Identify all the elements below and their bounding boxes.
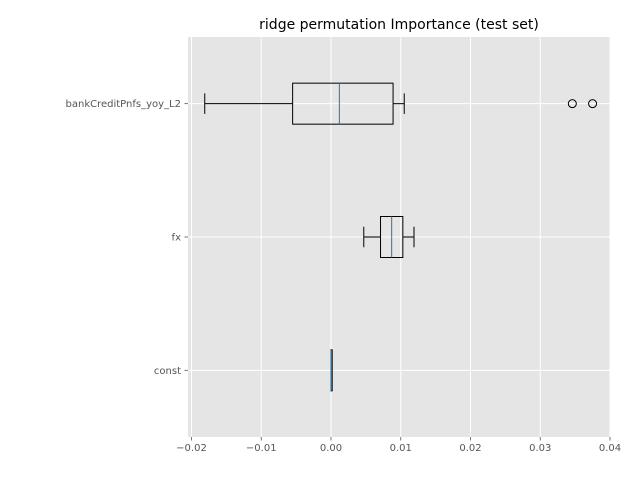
axis-layer: −0.02 −0.01 0.00 0.01 0.02 0.03 0.04 bankCredit… (66, 99, 622, 454)
x-tick-label: 0.03 (529, 443, 551, 454)
x-tick-label: −0.01 (246, 443, 277, 454)
box-2 (363, 216, 415, 258)
outlier-point (567, 99, 577, 109)
outlier-point (588, 99, 598, 109)
y-tick-label: fx (172, 233, 182, 244)
box-layer (204, 82, 598, 392)
x-tick-label: −0.02 (176, 443, 207, 454)
y-tick-label: const (154, 366, 181, 377)
chart-title: ridge permutation Importance (test set) (259, 17, 539, 33)
x-tick-label: 0.00 (320, 443, 342, 454)
y-tick-label: bankCreditPnfs_yoy_L2 (66, 99, 182, 110)
x-tick-label: 0.01 (390, 443, 412, 454)
box-3 (330, 349, 333, 392)
x-tick-label: 0.04 (599, 443, 621, 454)
box-iqr (292, 82, 394, 125)
box-1 (204, 82, 598, 125)
x-tick-label: 0.02 (459, 443, 481, 454)
